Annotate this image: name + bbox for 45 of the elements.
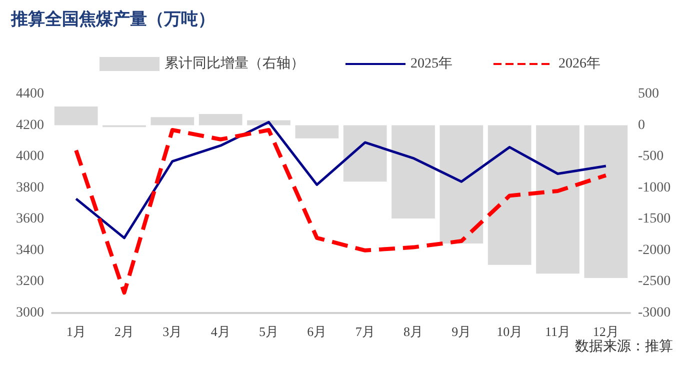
- legend-label: 2026年: [558, 56, 600, 72]
- x-tick-label: 3月: [162, 324, 182, 339]
- y2-tick-label: 0: [638, 118, 645, 133]
- chart-title: 推算全国焦煤产量（万吨）: [10, 10, 215, 30]
- x-tick-label: 2月: [114, 324, 134, 339]
- y-tick-label: 4000: [16, 149, 44, 164]
- y-tick-label: 4200: [16, 118, 44, 133]
- bar: [343, 125, 387, 182]
- x-tick-label: 8月: [404, 324, 423, 339]
- bar: [54, 106, 98, 126]
- legend-label: 累计同比增量（右轴）: [164, 56, 304, 72]
- source-note: 数据来源：推算: [575, 338, 673, 354]
- y-tick-label: 3400: [16, 242, 44, 258]
- y2-tick-label: 500: [638, 86, 659, 102]
- y-tick-label: 4400: [16, 86, 44, 102]
- line-series: [74, 128, 608, 295]
- y-tick-label: 3800: [16, 180, 44, 196]
- y-tick-label: 3000: [16, 306, 44, 320]
- y2-tick-label: -2500: [638, 274, 671, 290]
- bar: [584, 125, 628, 278]
- y2-tick-label: -2000: [638, 242, 671, 258]
- x-tick-label: 9月: [452, 324, 472, 339]
- y2-tick-label: -1000: [638, 180, 671, 196]
- x-tick-label: 1月: [66, 324, 86, 339]
- x-tick-label: 6月: [307, 324, 327, 339]
- y2-tick-label: -1500: [638, 212, 671, 227]
- y-tick-label: 3200: [16, 274, 44, 290]
- x-tick-label: 10月: [496, 324, 523, 339]
- bar: [536, 125, 580, 274]
- bar: [488, 125, 532, 265]
- bar: [440, 125, 484, 244]
- y-tick-label: 3600: [16, 212, 44, 227]
- bar: [392, 125, 435, 219]
- y2-tick-label: -3000: [638, 306, 671, 320]
- x-tick-label: 12月: [592, 324, 619, 339]
- bar: [198, 114, 242, 126]
- line-series: [74, 120, 608, 240]
- x-tick-label: 5月: [259, 324, 278, 339]
- y2-tick-label: -500: [638, 149, 664, 164]
- bar: [295, 125, 339, 138]
- bar: [150, 117, 194, 126]
- x-tick-label: 4月: [210, 324, 230, 339]
- legend-label: 2025年: [410, 56, 452, 72]
- x-tick-label: 7月: [355, 324, 375, 339]
- x-tick-label: 11月: [544, 324, 571, 339]
